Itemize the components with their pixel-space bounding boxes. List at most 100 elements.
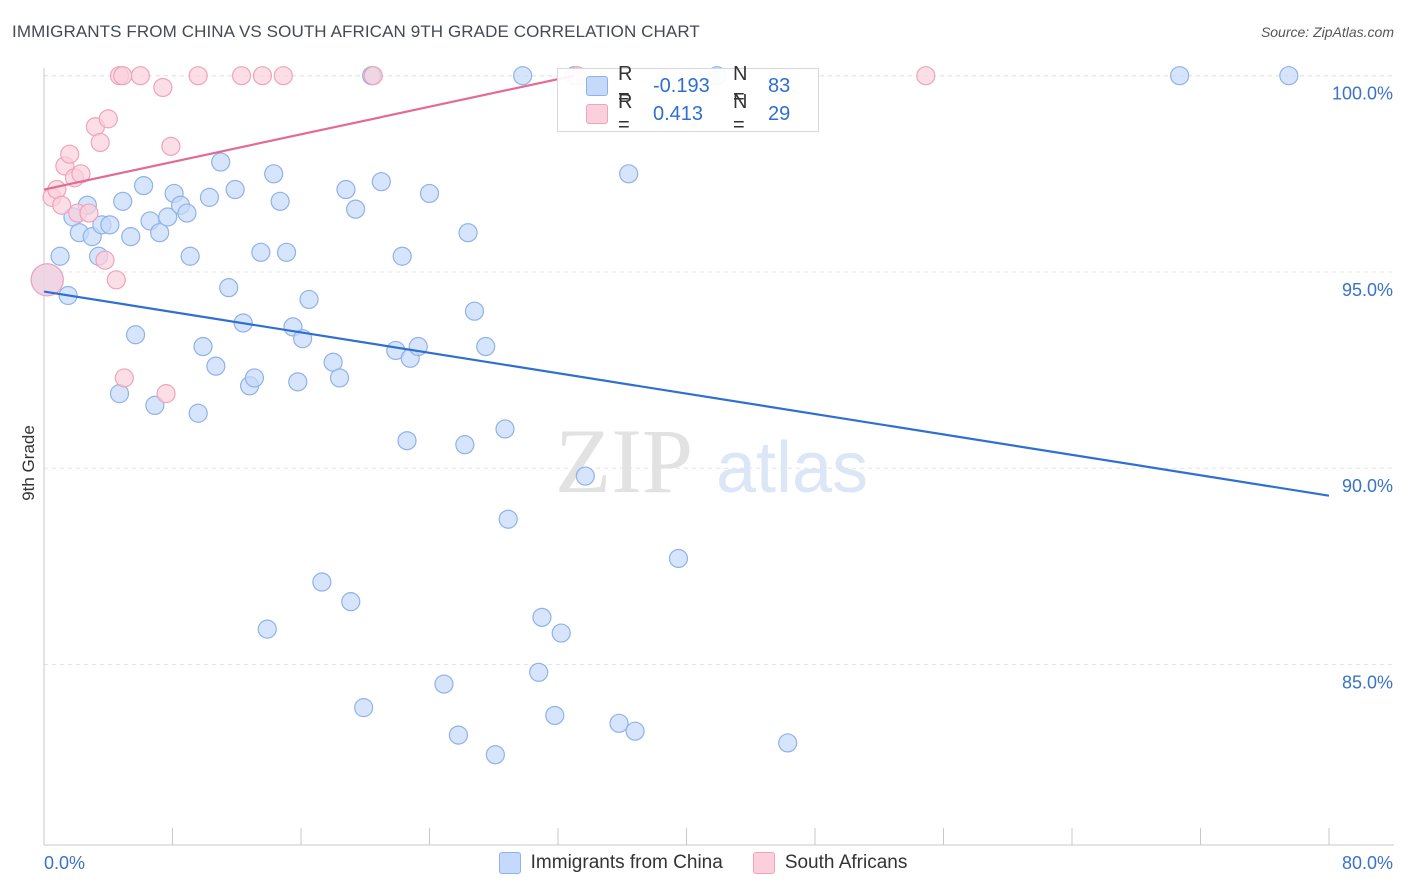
chart-source: Source: ZipAtlas.com bbox=[1260, 24, 1394, 40]
data-point-china bbox=[371, 172, 391, 192]
data-point-south-africans bbox=[106, 270, 126, 290]
data-point-china bbox=[100, 215, 120, 235]
data-point-south-africans bbox=[156, 384, 176, 404]
data-point-south-africans bbox=[114, 368, 134, 388]
data-point-china bbox=[145, 395, 165, 415]
data-point-south-africans bbox=[252, 66, 273, 86]
y-tick-label: 85.0% bbox=[1342, 672, 1393, 692]
data-point-south-africans bbox=[188, 66, 208, 86]
data-point-china bbox=[199, 187, 220, 207]
trend-line-china bbox=[43, 290, 1330, 497]
data-point-china bbox=[244, 368, 265, 388]
data-point-china bbox=[341, 592, 361, 612]
legend-item-south-africans[interactable]: South Africans bbox=[752, 852, 908, 874]
n-label: N = bbox=[733, 63, 748, 108]
data-point-china bbox=[448, 725, 469, 745]
n-label: N = bbox=[733, 91, 748, 136]
data-point-south-africans bbox=[363, 66, 383, 86]
data-point-china bbox=[299, 289, 319, 310]
legend-label-china: Immigrants from China bbox=[530, 852, 723, 873]
data-point-china bbox=[498, 509, 518, 529]
data-point-china bbox=[495, 419, 515, 439]
data-point-south-africans bbox=[98, 109, 118, 129]
data-point-china bbox=[257, 619, 277, 639]
data-point-china bbox=[1170, 66, 1190, 86]
stats-box: R = -0.193 N = 83 R = 0.413 N = 29 bbox=[557, 63, 819, 136]
y-tick-label: 100.0% bbox=[1332, 84, 1393, 104]
stats-swatch-china bbox=[586, 76, 608, 96]
r-value-china: -0.193 bbox=[653, 74, 710, 97]
data-point-south-africans bbox=[113, 66, 133, 86]
data-point-china bbox=[668, 548, 689, 569]
watermark: ZIP atlas bbox=[555, 410, 868, 512]
data-point-south-africans bbox=[916, 66, 936, 86]
data-point-china bbox=[133, 176, 154, 196]
data-point-china bbox=[778, 733, 798, 753]
data-point-china bbox=[551, 623, 571, 643]
data-point-china bbox=[434, 674, 454, 694]
data-point-china bbox=[312, 572, 332, 592]
data-point-china bbox=[625, 721, 645, 741]
y-tick-label: 95.0% bbox=[1342, 280, 1393, 300]
data-point-china bbox=[225, 179, 245, 200]
trend-layer bbox=[43, 74, 1330, 497]
data-point-china bbox=[575, 466, 595, 486]
data-point-china bbox=[158, 207, 178, 227]
data-point-china bbox=[177, 203, 197, 223]
data-point-china bbox=[545, 705, 565, 726]
data-point-china bbox=[532, 607, 552, 627]
data-point-china bbox=[193, 336, 213, 357]
x-tick-label: 0.0% bbox=[44, 853, 85, 873]
data-point-china bbox=[464, 301, 485, 321]
data-point-china bbox=[121, 227, 141, 247]
r-label: R = bbox=[618, 91, 633, 136]
data-point-south-africans bbox=[95, 250, 115, 270]
data-point-south-africans bbox=[79, 203, 99, 223]
data-point-china bbox=[346, 199, 366, 219]
data-point-china bbox=[211, 152, 231, 172]
watermark-atlas: atlas bbox=[716, 428, 868, 508]
data-point-china bbox=[113, 191, 133, 211]
data-point-china bbox=[180, 246, 200, 266]
data-point-china bbox=[476, 336, 496, 357]
data-point-china bbox=[264, 164, 284, 184]
legend: Immigrants from China South Africans bbox=[0, 852, 1406, 874]
legend-swatch-china bbox=[498, 852, 521, 874]
chart-title: IMMIGRANTS FROM CHINA VS SOUTH AFRICAN 9… bbox=[12, 22, 700, 41]
legend-label-south-africans: South Africans bbox=[784, 852, 908, 873]
r-value-south-africans: 0.413 bbox=[653, 102, 704, 125]
data-point-south-africans bbox=[71, 164, 91, 184]
data-point-china bbox=[251, 242, 271, 262]
y-tick-label: 90.0% bbox=[1342, 476, 1393, 496]
y-axis-label: 9th Grade bbox=[19, 425, 38, 501]
n-value-china: 83 bbox=[768, 74, 791, 97]
n-value-south-africans: 29 bbox=[768, 102, 791, 125]
data-point-china bbox=[609, 713, 629, 733]
data-point-china bbox=[336, 179, 356, 200]
label-layer: 85.0% 90.0% 95.0% 100.0% 0.0% 80.0% 9th Grade bbox=[19, 84, 1393, 873]
grid-layer bbox=[44, 75, 1394, 665]
data-point-china bbox=[513, 66, 533, 86]
data-point-china bbox=[1279, 66, 1299, 86]
data-point-china bbox=[288, 372, 308, 392]
data-point-china bbox=[219, 278, 239, 298]
data-point-south-africans bbox=[231, 66, 252, 86]
data-point-china bbox=[329, 368, 350, 388]
data-point-china bbox=[419, 183, 440, 204]
data-point-china bbox=[458, 223, 478, 243]
data-point-south-africans bbox=[153, 77, 173, 98]
data-point-south-africans bbox=[52, 195, 72, 215]
trend-line-south-africans bbox=[43, 74, 575, 191]
data-point-china bbox=[206, 356, 226, 376]
data-point-china bbox=[529, 662, 549, 682]
r-label: R = bbox=[618, 63, 633, 108]
data-point-south-africans bbox=[130, 66, 150, 86]
data-point-china bbox=[188, 403, 208, 423]
data-point-south-africans bbox=[60, 144, 80, 164]
data-point-china bbox=[397, 431, 417, 451]
legend-item-china[interactable]: Immigrants from China bbox=[498, 852, 723, 874]
points-layer bbox=[30, 66, 1299, 765]
data-point-china bbox=[150, 223, 170, 243]
data-point-china bbox=[125, 325, 146, 345]
